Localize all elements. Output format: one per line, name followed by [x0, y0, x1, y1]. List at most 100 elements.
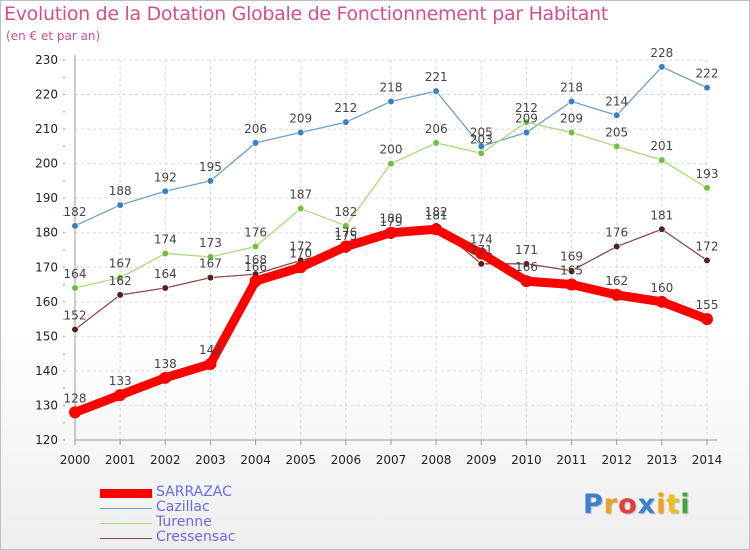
- data-point-cazillac: [71, 222, 79, 230]
- y-tick-label: 120: [35, 433, 58, 447]
- data-point-sarrazac: [385, 226, 397, 239]
- legend-item-cressensac[interactable]: Cressensac: [100, 529, 400, 546]
- data-point-cressensac: [567, 267, 576, 275]
- legend-label: SARRAZAC: [156, 484, 232, 500]
- data-label-cressensac: 167: [199, 257, 222, 271]
- data-label-turenne: 167: [109, 257, 132, 271]
- data-label-cazillac: 205: [470, 125, 493, 139]
- legend: SARRAZAC Cazillac Turenne Cressensac: [100, 484, 400, 546]
- data-label-cressensac: 179: [380, 215, 403, 229]
- data-label-sarrazac: 128: [64, 391, 87, 405]
- legend-item-sarrazac[interactable]: SARRAZAC: [100, 484, 400, 501]
- data-label-cressensac: 162: [109, 274, 132, 288]
- data-point-turenne: [251, 242, 260, 251]
- x-tick-label: 2000: [60, 453, 91, 467]
- data-point-cressensac: [703, 256, 711, 264]
- data-label-cazillac: 209: [289, 112, 312, 126]
- data-label-cressensac: 176: [605, 226, 628, 240]
- data-point-sarrazac: [475, 247, 488, 260]
- data-point-cressensac: [206, 274, 215, 282]
- data-point-sarrazac: [430, 223, 443, 236]
- data-point-cressensac: [658, 225, 666, 233]
- data-label-cazillac: 188: [109, 184, 132, 198]
- data-point-turenne: [567, 128, 576, 137]
- x-tick-label: 2008: [421, 453, 452, 467]
- data-label-cressensac: 181: [650, 208, 673, 222]
- data-point-cressensac: [71, 325, 79, 334]
- data-label-sarrazac: 162: [605, 274, 628, 288]
- legend-item-turenne[interactable]: Turenne: [100, 514, 400, 531]
- data-point-cressensac: [161, 284, 169, 292]
- data-point-sarrazac: [69, 406, 81, 419]
- series-layer: [69, 63, 713, 419]
- data-label-cressensac: 175: [334, 229, 357, 243]
- data-point-sarrazac: [159, 371, 172, 384]
- data-point-cazillac: [251, 139, 260, 147]
- data-label-sarrazac: 174: [470, 232, 493, 246]
- chart-title: Evolution de la Dotation Globale de Fonc…: [4, 3, 609, 25]
- legend-item-cazillac[interactable]: Cazillac: [100, 499, 400, 516]
- grid-layer: [74, 59, 708, 441]
- legend-swatch: [100, 523, 152, 524]
- y-tick-label: 150: [35, 329, 58, 343]
- data-label-cazillac: 209: [515, 112, 538, 126]
- data-point-cressensac: [477, 260, 485, 268]
- data-label-cazillac: 182: [64, 205, 87, 219]
- data-point-turenne: [432, 139, 440, 147]
- data-point-turenne: [161, 249, 169, 258]
- data-label-turenne: 193: [696, 167, 719, 181]
- x-tick-label: 2006: [331, 453, 362, 467]
- data-label-sarrazac: 166: [244, 260, 267, 274]
- data-point-cazillac: [567, 97, 576, 106]
- x-tick-label: 2005: [285, 453, 316, 467]
- data-label-cressensac: 172: [696, 239, 719, 253]
- data-point-cazillac: [432, 87, 440, 95]
- data-point-cazillac: [477, 142, 485, 150]
- data-label-turenne: 200: [380, 143, 403, 157]
- logo-letter: t: [666, 489, 681, 520]
- y-tick-label: 210: [35, 122, 58, 136]
- data-label-turenne: 205: [605, 125, 628, 139]
- data-point-cazillac: [342, 118, 350, 126]
- x-tick-label: 2013: [647, 453, 678, 467]
- data-label-cressensac: 168: [244, 253, 267, 267]
- data-label-sarrazac: 180: [380, 212, 403, 226]
- legend-label: Cazillac: [156, 499, 210, 515]
- data-label-sarrazac: 160: [650, 281, 673, 295]
- data-point-cressensac: [116, 291, 124, 299]
- data-label-sarrazac: 155: [696, 298, 719, 312]
- x-tick-label: 2011: [556, 453, 587, 467]
- data-label-cressensac: 171: [470, 243, 493, 257]
- data-point-sarrazac: [249, 275, 262, 288]
- data-point-cazillac: [703, 84, 711, 92]
- axis-layer: 120 130 140 150 160 170 180 190 200 210 220 230 2000…: [35, 53, 722, 467]
- data-point-sarrazac: [565, 278, 578, 291]
- x-tick-label: 2002: [150, 453, 181, 467]
- data-label-cressensac: 182: [425, 205, 448, 219]
- data-point-sarrazac: [701, 313, 713, 326]
- data-label-sarrazac: 138: [154, 357, 177, 371]
- data-label-layer: 1821881921952062092122182212052092182142…: [64, 46, 719, 405]
- data-point-sarrazac: [339, 240, 352, 253]
- x-tick-label: 2003: [195, 453, 226, 467]
- data-label-cazillac: 206: [244, 122, 267, 136]
- data-label-turenne: 174: [154, 232, 177, 246]
- data-point-turenne: [703, 184, 711, 192]
- data-label-cressensac: 172: [289, 239, 312, 253]
- y-tick-label: 180: [35, 226, 58, 240]
- data-label-cazillac: 221: [425, 70, 448, 84]
- data-label-sarrazac: 176: [334, 226, 357, 240]
- y-tick-label: 160: [35, 295, 58, 309]
- data-point-sarrazac: [294, 261, 307, 274]
- x-tick-label: 2004: [240, 453, 271, 467]
- data-label-turenne: 201: [650, 139, 673, 153]
- data-point-cressensac: [613, 242, 621, 251]
- line-chart: 120 130 140 150 160 170 180 190 200 210 220 230 2000…: [35, 46, 722, 467]
- x-tick-label: 2010: [511, 453, 542, 467]
- data-point-cazillac: [116, 201, 124, 209]
- data-point-turenne: [477, 149, 485, 157]
- data-point-cazillac: [206, 177, 215, 185]
- data-label-cressensac: 164: [154, 267, 177, 281]
- data-label-sarrazac: 165: [560, 264, 583, 278]
- x-tick-label: 2012: [601, 453, 632, 467]
